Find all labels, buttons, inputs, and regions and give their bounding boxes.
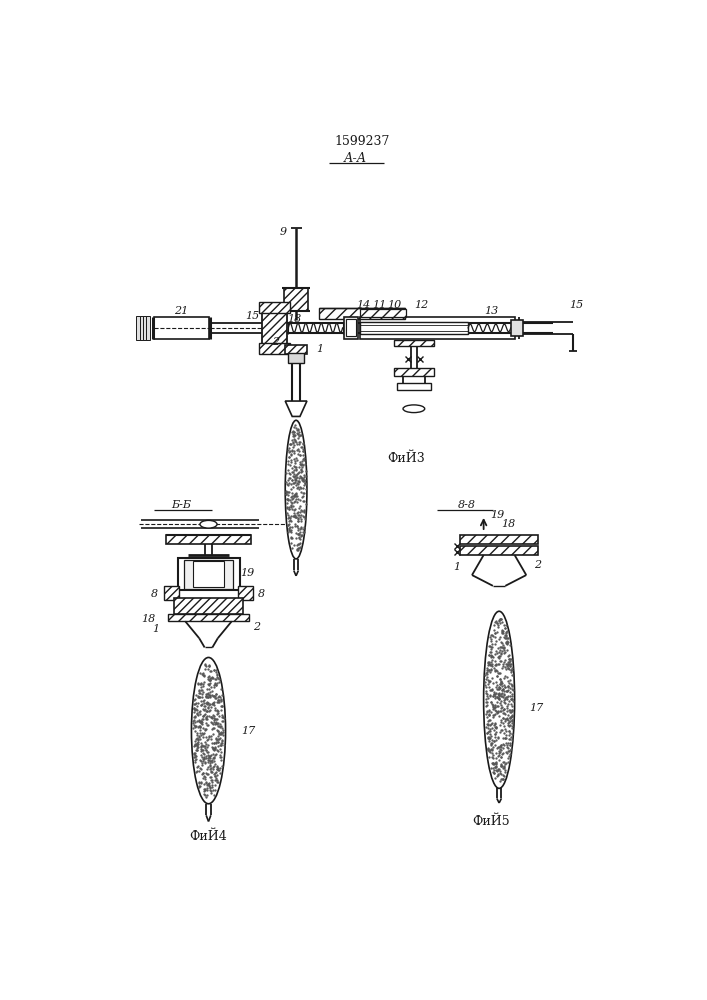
Bar <box>397 383 431 389</box>
Ellipse shape <box>192 657 226 804</box>
Text: 12: 12 <box>414 300 428 310</box>
Bar <box>344 317 358 339</box>
Bar <box>288 353 304 363</box>
Text: 1599237: 1599237 <box>334 135 390 148</box>
Text: 13: 13 <box>484 306 498 316</box>
Text: 8-8: 8-8 <box>457 500 476 510</box>
Text: 18: 18 <box>501 519 515 529</box>
Bar <box>510 320 523 336</box>
Bar <box>143 316 146 340</box>
Text: 18: 18 <box>141 614 155 624</box>
Bar <box>188 557 228 563</box>
Bar <box>168 614 249 621</box>
Text: 19: 19 <box>240 568 255 578</box>
Bar <box>139 316 144 340</box>
Text: 2: 2 <box>253 622 260 632</box>
Bar <box>284 288 308 311</box>
Text: 2: 2 <box>272 337 279 347</box>
Bar <box>285 345 307 354</box>
Bar <box>177 558 240 590</box>
Bar <box>154 317 209 339</box>
Text: 8: 8 <box>151 589 158 599</box>
Text: 17: 17 <box>242 726 256 736</box>
Text: 17: 17 <box>530 703 544 713</box>
Bar <box>460 535 538 544</box>
Bar <box>259 302 290 312</box>
Text: 21: 21 <box>174 306 189 316</box>
Bar <box>360 309 406 317</box>
Text: 14: 14 <box>356 300 370 310</box>
Polygon shape <box>285 401 307 416</box>
Text: 11: 11 <box>372 300 386 310</box>
Text: ФиЙ5: ФиЙ5 <box>472 815 510 828</box>
Bar <box>166 535 251 544</box>
Text: 18: 18 <box>288 314 302 324</box>
Bar <box>174 598 243 614</box>
Bar <box>360 322 468 334</box>
Ellipse shape <box>285 420 307 559</box>
Bar <box>259 343 290 354</box>
Bar <box>163 586 179 600</box>
Ellipse shape <box>484 611 515 788</box>
Bar <box>238 586 253 600</box>
Text: 1: 1 <box>316 344 323 354</box>
Bar <box>346 319 356 336</box>
Text: 15: 15 <box>570 300 584 310</box>
Text: 1: 1 <box>152 624 159 634</box>
Text: 9: 9 <box>280 227 287 237</box>
Bar <box>193 561 224 587</box>
Text: 15: 15 <box>245 311 259 321</box>
Bar <box>136 316 140 340</box>
Text: А-А: А-А <box>344 152 368 165</box>
Bar <box>360 317 515 339</box>
Ellipse shape <box>403 405 425 413</box>
Bar <box>146 316 150 340</box>
Ellipse shape <box>200 520 217 528</box>
Text: Б-Б: Б-Б <box>171 500 192 510</box>
Bar <box>262 311 287 345</box>
Text: 2: 2 <box>534 560 542 570</box>
Text: 10: 10 <box>387 300 402 310</box>
Bar <box>460 546 538 555</box>
Bar <box>394 340 434 346</box>
Text: 8: 8 <box>257 589 264 599</box>
Text: ФиЙ4: ФиЙ4 <box>189 830 228 843</box>
Text: 1: 1 <box>453 562 460 572</box>
Bar <box>320 308 404 319</box>
Bar <box>184 560 233 589</box>
Text: 19: 19 <box>491 510 505 520</box>
Bar <box>394 368 434 376</box>
Text: ФиЙ3: ФиЙ3 <box>387 452 425 465</box>
